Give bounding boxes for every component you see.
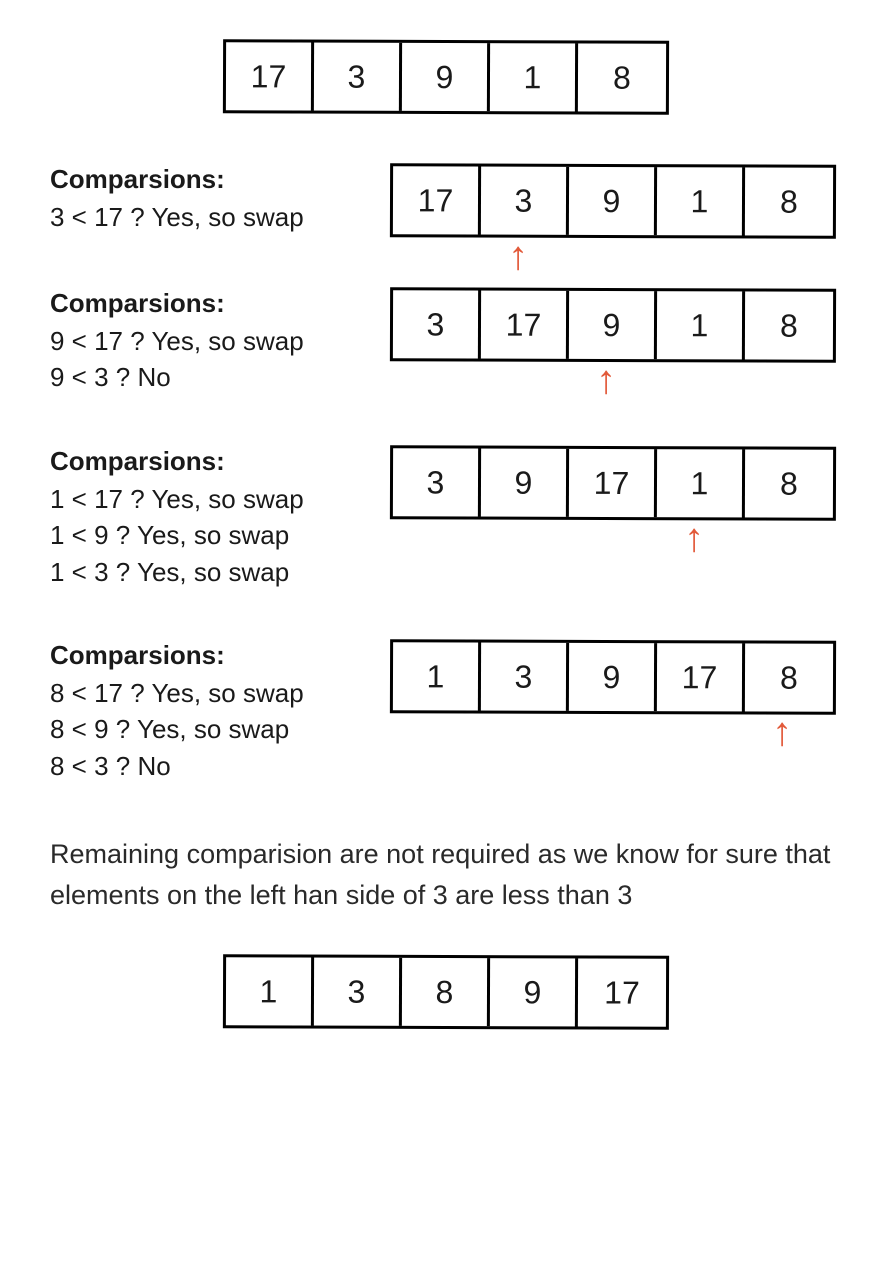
array-cell: 3 [481,167,569,235]
pointer-arrow-icon: ↑ [596,360,616,400]
comparison-line: 3 < 17 ? Yes, so swap [50,199,390,235]
array-cell: 9 [489,958,577,1026]
array-cell: 8 [745,449,833,517]
array-cell: 17 [657,643,745,711]
footnote-text: Remaining comparision are not required a… [50,834,841,915]
initial-array: 17 3 9 1 8 [222,39,668,115]
array-cell: 3 [393,448,481,516]
step-row: Comparsions: 3 < 17 ? Yes, so swap 17 3 … [50,164,841,238]
array-cell: 1 [657,449,745,517]
comparison-line: 8 < 9 ? Yes, so swap [50,711,390,747]
step-array: 3 17 9 1 8 [390,287,836,363]
pointer-arrow-icon: ↑ [772,712,792,752]
array-cell: 17 [481,291,569,359]
array-cell: 8 [745,167,833,235]
step-array-container: 3 9 17 1 8 ↑ [390,446,836,520]
array-cell: 1 [393,642,481,710]
step-array-container: 17 3 9 1 8 ↑ [390,164,836,238]
array-cell: 9 [569,167,657,235]
final-array-container: 1 3 8 9 17 [223,955,669,1029]
comparisons-heading: Comparsions: [50,640,390,671]
array-cell: 1 [225,957,313,1025]
comparisons-heading: Comparsions: [50,446,390,477]
step-array: 1 3 9 17 8 [390,639,836,715]
step-text: Comparsions: 3 < 17 ? Yes, so swap [50,164,390,235]
array-cell: 17 [393,166,481,234]
array-cell: 8 [745,643,833,711]
step-text: Comparsions: 9 < 17 ? Yes, so swap 9 < 3… [50,288,390,396]
step-row: Comparsions: 9 < 17 ? Yes, so swap 9 < 3… [50,288,841,396]
step-array: 17 3 9 1 8 [390,163,836,239]
step-text: Comparsions: 8 < 17 ? Yes, so swap 8 < 9… [50,640,390,784]
final-array-row: 1 3 8 9 17 [50,955,841,1029]
array-cell: 8 [401,958,489,1026]
step-array-container: 3 17 9 1 8 ↑ [390,288,836,362]
initial-array-row: 17 3 9 1 8 [50,40,841,114]
comparison-line: 1 < 9 ? Yes, so swap [50,517,390,553]
comparisons-heading: Comparsions: [50,164,390,195]
final-array: 1 3 8 9 17 [222,954,668,1030]
initial-array-container: 17 3 9 1 8 [223,40,669,114]
array-cell: 17 [569,449,657,517]
array-cell: 8 [745,291,833,359]
array-cell: 9 [569,291,657,359]
comparisons-heading: Comparsions: [50,288,390,319]
comparison-line: 9 < 17 ? Yes, so swap [50,323,390,359]
step-array: 3 9 17 1 8 [390,445,836,521]
step-row: Comparsions: 1 < 17 ? Yes, so swap 1 < 9… [50,446,841,590]
array-cell: 3 [393,290,481,358]
array-cell: 3 [313,958,401,1026]
array-cell: 1 [489,43,577,111]
step-array-container: 1 3 9 17 8 ↑ [390,640,836,714]
step-text: Comparsions: 1 < 17 ? Yes, so swap 1 < 9… [50,446,390,590]
array-cell: 9 [401,43,489,111]
comparison-line: 1 < 17 ? Yes, so swap [50,481,390,517]
array-cell: 17 [225,42,313,110]
comparison-line: 1 < 3 ? Yes, so swap [50,554,390,590]
comparison-line: 8 < 17 ? Yes, so swap [50,675,390,711]
array-cell: 9 [481,448,569,516]
array-cell: 3 [313,43,401,111]
array-cell: 9 [569,643,657,711]
pointer-arrow-icon: ↑ [508,236,528,276]
pointer-arrow-icon: ↑ [684,518,704,558]
comparison-line: 9 < 3 ? No [50,359,390,395]
comparison-line: 8 < 3 ? No [50,748,390,784]
array-cell: 8 [577,43,665,111]
array-cell: 3 [481,642,569,710]
step-row: Comparsions: 8 < 17 ? Yes, so swap 8 < 9… [50,640,841,784]
array-cell: 1 [657,291,745,359]
array-cell: 17 [577,959,665,1027]
array-cell: 1 [657,167,745,235]
